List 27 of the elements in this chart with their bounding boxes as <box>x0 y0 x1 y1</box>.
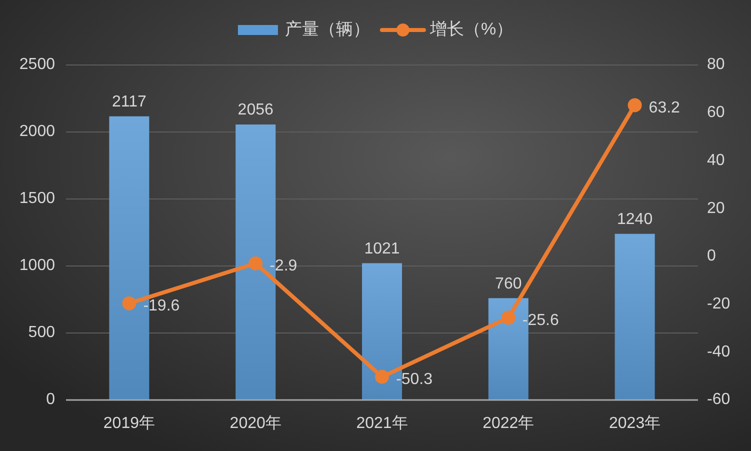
legend-label: 产量（辆） <box>284 19 370 38</box>
y2-tick: 0 <box>707 248 716 265</box>
y-tick: 1000 <box>19 257 55 274</box>
legend-label: 增长（%） <box>430 19 514 38</box>
y-tick: 500 <box>28 324 55 342</box>
y2-tick: -20 <box>707 296 730 313</box>
y2-tick: 20 <box>707 200 725 217</box>
data-label: 63.2 <box>648 99 680 116</box>
x-tick: 2021年 <box>356 415 408 432</box>
y-tick: 2500 <box>19 56 55 74</box>
y2-tick: -60 <box>707 391 730 408</box>
y-tick: 1500 <box>19 190 55 208</box>
x-tick: 2022年 <box>482 415 534 432</box>
data-label: 2117 <box>112 94 146 111</box>
y2-tick: 40 <box>707 152 725 169</box>
data-label: 760 <box>495 275 522 292</box>
data-label: 1240 <box>617 211 653 228</box>
y-tick: 2000 <box>19 123 55 140</box>
y2-tick: 80 <box>707 56 725 74</box>
x-tick: 2019年 <box>103 415 155 432</box>
y-tick: 0 <box>46 391 55 408</box>
data-label: 2056 <box>238 102 274 119</box>
y2-tick: -40 <box>707 343 730 360</box>
x-tick: 2020年 <box>230 415 282 432</box>
data-label: 1021 <box>364 240 400 258</box>
y2-tick: 60 <box>707 104 725 122</box>
x-tick: 2023年 <box>609 415 661 432</box>
